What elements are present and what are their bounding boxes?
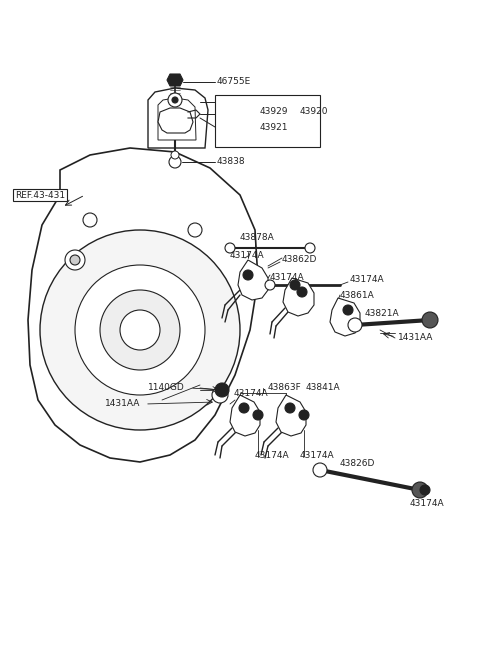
Text: 43826D: 43826D	[340, 459, 375, 468]
Text: 43174A: 43174A	[270, 274, 305, 283]
Text: REF.43-431: REF.43-431	[15, 190, 65, 199]
Circle shape	[225, 243, 235, 253]
Circle shape	[169, 156, 181, 168]
Circle shape	[40, 230, 240, 430]
Circle shape	[212, 387, 228, 403]
Circle shape	[70, 255, 80, 265]
Text: 43714B: 43714B	[217, 98, 252, 106]
Bar	[215, 95, 320, 147]
Circle shape	[253, 410, 263, 420]
Circle shape	[285, 403, 295, 413]
Circle shape	[75, 265, 205, 395]
Circle shape	[299, 410, 309, 420]
Text: 1431AA: 1431AA	[105, 400, 140, 409]
Polygon shape	[283, 278, 314, 316]
Text: 43862D: 43862D	[282, 255, 317, 264]
Text: 43861A: 43861A	[340, 291, 375, 300]
Polygon shape	[238, 260, 268, 300]
Text: 43878A: 43878A	[240, 234, 275, 243]
Polygon shape	[28, 148, 258, 462]
Text: 46755E: 46755E	[217, 77, 251, 87]
Text: 43174A: 43174A	[234, 388, 269, 398]
Text: 43921: 43921	[260, 123, 288, 131]
Circle shape	[188, 223, 202, 237]
Polygon shape	[330, 298, 360, 336]
Circle shape	[343, 305, 353, 315]
Polygon shape	[158, 108, 193, 133]
Text: 43174A: 43174A	[300, 451, 335, 461]
Text: 43863F: 43863F	[268, 384, 302, 392]
Circle shape	[120, 310, 160, 350]
Circle shape	[412, 482, 428, 498]
Circle shape	[215, 383, 229, 397]
Circle shape	[420, 485, 430, 495]
Circle shape	[171, 151, 179, 159]
Polygon shape	[276, 395, 306, 436]
Text: 43838: 43838	[217, 157, 246, 167]
Circle shape	[348, 318, 362, 332]
Circle shape	[239, 403, 249, 413]
Text: 43841A: 43841A	[306, 384, 341, 392]
Circle shape	[265, 280, 275, 290]
Text: 43174A: 43174A	[410, 499, 444, 508]
Circle shape	[305, 243, 315, 253]
Text: 43920: 43920	[300, 108, 328, 117]
Circle shape	[422, 312, 438, 328]
Text: 43174A: 43174A	[350, 274, 384, 283]
Polygon shape	[158, 98, 196, 140]
Circle shape	[172, 97, 178, 103]
Polygon shape	[148, 88, 208, 148]
Circle shape	[313, 463, 327, 477]
Circle shape	[168, 93, 182, 107]
Circle shape	[100, 290, 180, 370]
Polygon shape	[230, 395, 260, 436]
Text: 1431AA: 1431AA	[398, 333, 433, 342]
Circle shape	[83, 213, 97, 227]
Text: 1140GD: 1140GD	[148, 384, 185, 392]
Circle shape	[65, 250, 85, 270]
Text: 43174A: 43174A	[230, 251, 264, 260]
Text: 43174A: 43174A	[255, 451, 289, 461]
Circle shape	[243, 270, 253, 280]
Circle shape	[297, 287, 307, 297]
Circle shape	[290, 280, 300, 290]
Text: 43929: 43929	[260, 108, 288, 117]
Polygon shape	[167, 74, 183, 86]
Text: 43821A: 43821A	[365, 308, 400, 318]
